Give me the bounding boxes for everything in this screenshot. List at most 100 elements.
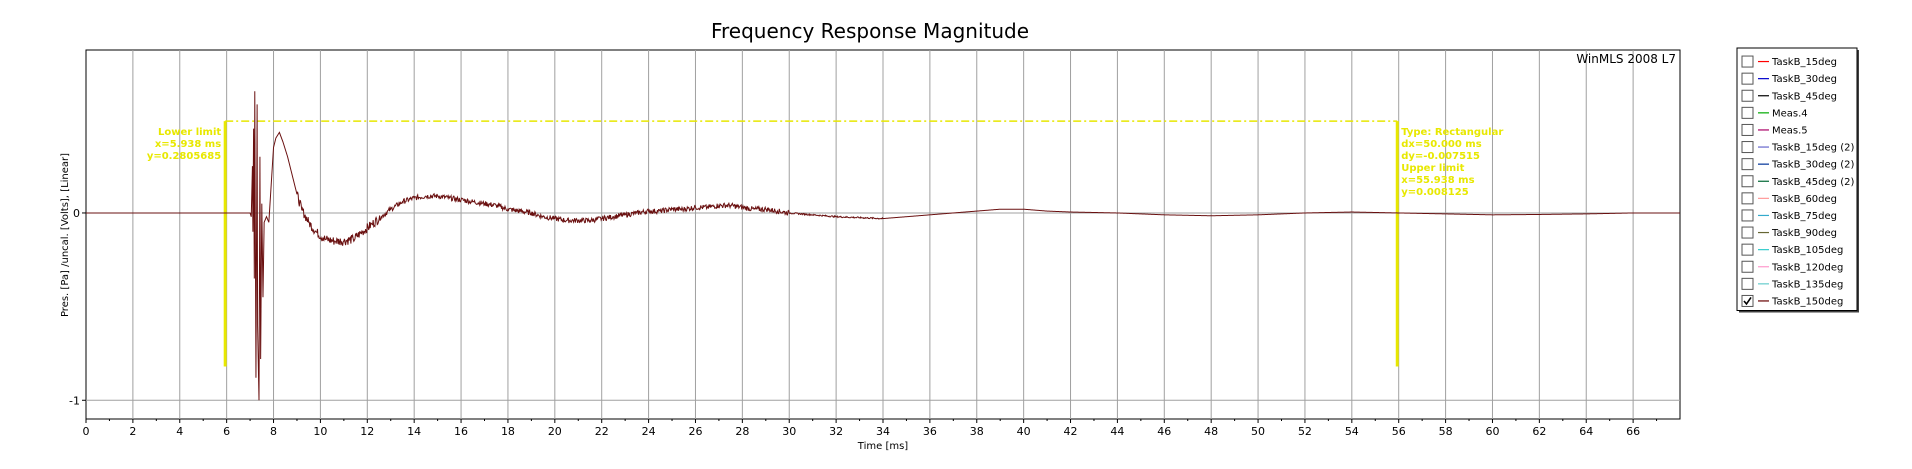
x-tick-label: 42	[1064, 425, 1078, 438]
legend-label: TaskB_75deg	[1771, 211, 1837, 222]
legend-item[interactable]: TaskB_30deg (2)	[1741, 158, 1854, 171]
legend-label: TaskB_30deg (2)	[1771, 160, 1854, 171]
cursor-lower-text: x=5.938 ms	[155, 139, 221, 150]
checkmark-icon	[1743, 296, 1752, 306]
cursor-lower-text: y=0.2805685	[147, 151, 221, 162]
x-tick-label: 44	[1110, 425, 1124, 438]
legend-item[interactable]: TaskB_105deg	[1741, 243, 1843, 256]
x-tick-label: 34	[876, 425, 890, 438]
legend-label: TaskB_60deg	[1771, 194, 1837, 205]
cursor-upper-text: x=55.938 ms	[1401, 175, 1474, 186]
x-tick-label: 2	[129, 425, 136, 438]
legend: TaskB_15deg TaskB_30deg TaskB_45deg Meas.4 M…	[1736, 47, 1859, 313]
legend-checkbox[interactable]	[1741, 226, 1754, 239]
legend-label: TaskB_135deg	[1771, 279, 1843, 290]
series-line-TaskB_150deg	[86, 91, 1680, 401]
x-tick-label: 30	[782, 425, 796, 438]
x-tick-label: 50	[1251, 425, 1265, 438]
x-tick-label: 28	[735, 425, 749, 438]
x-tick-label: 4	[176, 425, 183, 438]
legend-item[interactable]: TaskB_75deg	[1741, 209, 1837, 222]
x-tick-label: 48	[1204, 425, 1218, 438]
x-tick-label: 60	[1485, 425, 1499, 438]
x-axis: 0 2 4 6 8 10 12 14 16 18 20 22 24 26 28 30 32 34 36 38 40 42 4…	[83, 419, 1658, 438]
cursor-lower-text: Lower limit	[158, 127, 221, 138]
legend-checkbox[interactable]	[1741, 72, 1754, 85]
legend-checkbox[interactable]	[1741, 158, 1754, 171]
legend-label: TaskB_150deg	[1771, 296, 1843, 307]
legend-label: TaskB_15deg (2)	[1771, 143, 1854, 154]
x-tick-label: 20	[548, 425, 562, 438]
x-tick-label: 14	[407, 425, 421, 438]
legend-label: Meas.5	[1772, 125, 1808, 136]
legend-item[interactable]: TaskB_120deg	[1741, 260, 1843, 273]
x-tick-label: 62	[1532, 425, 1546, 438]
legend-label: TaskB_45deg	[1771, 91, 1837, 102]
y-tick-label: -1	[69, 394, 80, 407]
legend-checkbox[interactable]	[1741, 106, 1754, 119]
legend-label: TaskB_90deg	[1771, 228, 1837, 239]
x-tick-label: 56	[1392, 425, 1406, 438]
x-tick-label: 26	[688, 425, 702, 438]
x-tick-label: 32	[829, 425, 843, 438]
legend-item[interactable]: TaskB_135deg	[1741, 277, 1843, 290]
chart-title: Frequency Response Magnitude	[711, 19, 1029, 43]
x-tick-label: 10	[313, 425, 327, 438]
legend-item[interactable]: Meas.5	[1741, 123, 1808, 136]
x-tick-label: 8	[270, 425, 277, 438]
legend-item[interactable]: TaskB_150deg	[1741, 294, 1843, 307]
legend-label: TaskB_45deg (2)	[1771, 177, 1854, 188]
cursor-upper-text: y=0.008125	[1401, 187, 1468, 198]
legend-checkbox[interactable]	[1741, 294, 1754, 307]
x-tick-label: 52	[1298, 425, 1312, 438]
x-tick-label: 12	[360, 425, 374, 438]
legend-checkbox[interactable]	[1741, 192, 1754, 205]
cursor-upper-text: dx=50.000 ms	[1401, 139, 1481, 150]
legend-label: TaskB_120deg	[1771, 262, 1843, 273]
y-axis-label: Pres. [Pa] /uncal. [Volts], [Linear]	[60, 153, 71, 317]
x-tick-label: 66	[1626, 425, 1640, 438]
brand-label: WinMLS 2008 L7	[1576, 52, 1676, 66]
x-tick-label: 46	[1157, 425, 1171, 438]
legend-item[interactable]: Meas.4	[1741, 106, 1808, 119]
x-tick-label: 38	[970, 425, 984, 438]
legend-label: Meas.4	[1772, 108, 1808, 119]
legend-checkbox[interactable]	[1741, 277, 1754, 290]
x-axis-label: Time [ms]	[857, 441, 909, 452]
legend-checkbox[interactable]	[1741, 175, 1754, 188]
x-tick-label: 18	[501, 425, 515, 438]
x-tick-label: 22	[595, 425, 609, 438]
legend-item[interactable]: TaskB_15deg (2)	[1741, 141, 1854, 154]
series-lines	[86, 91, 1680, 401]
legend-item[interactable]: TaskB_15deg	[1741, 55, 1837, 68]
legend-item[interactable]: TaskB_90deg	[1741, 226, 1837, 239]
cursor-upper-text: Upper limit	[1401, 163, 1464, 174]
legend-checkbox[interactable]	[1741, 89, 1754, 102]
legend-label: TaskB_30deg	[1771, 74, 1837, 85]
legend-item[interactable]: TaskB_60deg	[1741, 192, 1837, 205]
y-tick-label: 0	[73, 207, 80, 220]
x-tick-label: 58	[1439, 425, 1453, 438]
legend-item[interactable]: TaskB_45deg	[1741, 89, 1837, 102]
x-tick-label: 16	[454, 425, 468, 438]
legend-item[interactable]: TaskB_30deg	[1741, 72, 1837, 85]
x-tick-label: 54	[1345, 425, 1359, 438]
legend-checkbox[interactable]	[1741, 260, 1754, 273]
cursor-upper-text: Type: Rectangular	[1401, 127, 1503, 138]
legend-checkbox[interactable]	[1741, 209, 1754, 222]
legend-checkbox[interactable]	[1741, 141, 1754, 154]
legend-checkbox[interactable]	[1741, 123, 1754, 136]
legend-checkbox[interactable]	[1741, 55, 1754, 68]
x-tick-label: 0	[83, 425, 90, 438]
cursor-upper-text: dy=-0.007515	[1401, 151, 1480, 162]
x-tick-label: 36	[923, 425, 937, 438]
legend-item[interactable]: TaskB_45deg (2)	[1741, 175, 1854, 188]
x-tick-label: 40	[1017, 425, 1031, 438]
grid-lines	[86, 50, 1680, 419]
legend-checkbox[interactable]	[1741, 243, 1754, 256]
x-tick-label: 64	[1579, 425, 1593, 438]
legend-box	[1736, 47, 1858, 311]
x-tick-label: 24	[642, 425, 656, 438]
